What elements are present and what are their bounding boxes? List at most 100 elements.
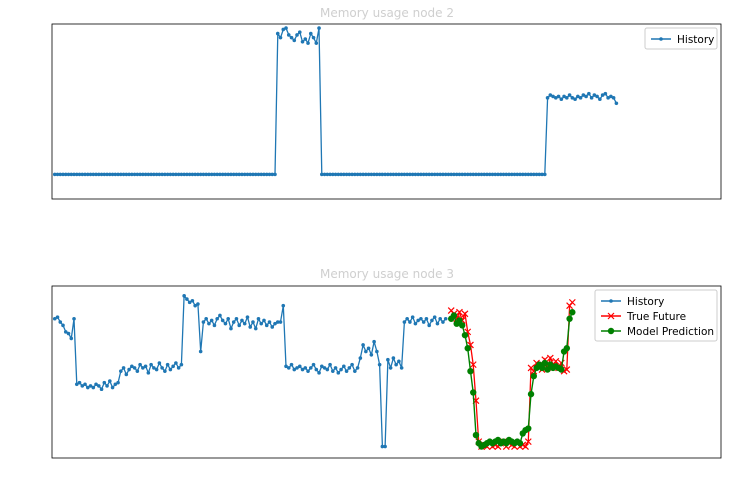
- data-point: [353, 369, 357, 373]
- chart-marks: [52, 26, 619, 177]
- data-point: [154, 367, 159, 372]
- data-point: [267, 320, 272, 324]
- data-point: [52, 316, 57, 321]
- data-point: [410, 315, 415, 319]
- data-point: [609, 94, 613, 99]
- data-point: [576, 94, 580, 99]
- data-point: [452, 172, 456, 177]
- data-point: [165, 362, 170, 367]
- data-point: [308, 31, 313, 36]
- data-point: [607, 312, 615, 320]
- data-point: [99, 172, 104, 177]
- data-point: [146, 172, 151, 177]
- data-point: [245, 315, 250, 319]
- data-point: [174, 361, 178, 365]
- data-point: [190, 172, 195, 177]
- data-point: [438, 316, 442, 321]
- data-point: [394, 362, 398, 367]
- data-point: [522, 443, 529, 450]
- data-point: [264, 323, 269, 328]
- data-point: [459, 322, 466, 329]
- data-point: [94, 172, 98, 177]
- data-point: [270, 325, 275, 329]
- data-point: [377, 172, 382, 177]
- data-point: [600, 93, 605, 97]
- legend-item: History: [601, 296, 664, 308]
- data-point: [471, 172, 476, 177]
- data-point-stroke: [568, 298, 576, 306]
- data-point: [413, 321, 418, 326]
- data-point: [231, 320, 236, 324]
- data-point: [193, 303, 197, 308]
- data-point: [552, 357, 560, 365]
- data-point-stroke: [469, 361, 477, 369]
- data-point: [190, 298, 195, 303]
- data-point: [614, 101, 619, 106]
- data-point: [187, 300, 192, 305]
- data-point: [256, 316, 261, 321]
- data-point: [157, 172, 162, 177]
- data-point: [85, 385, 90, 390]
- data-point: [212, 323, 217, 328]
- data-point: [317, 26, 321, 30]
- data-point: [63, 330, 68, 334]
- data-point: [450, 312, 458, 319]
- data-point: [336, 371, 341, 375]
- data-point: [174, 172, 178, 177]
- data-point: [430, 172, 434, 177]
- data-point: [63, 172, 68, 177]
- data-point: [176, 366, 181, 370]
- data-point: [421, 320, 426, 324]
- data-point: [388, 172, 393, 177]
- data-point: [419, 316, 423, 321]
- data-point: [587, 91, 591, 96]
- data-point: [80, 384, 85, 388]
- data-point: [443, 172, 448, 177]
- data-point: [432, 172, 437, 177]
- data-point: [306, 369, 310, 373]
- data-point: [215, 316, 219, 321]
- data-point: [149, 172, 153, 177]
- data-point: [355, 366, 360, 370]
- data-point: [410, 172, 415, 177]
- data-point: [320, 172, 324, 177]
- data-point-stroke: [447, 307, 455, 314]
- data-point: [240, 172, 244, 177]
- data-point: [207, 172, 211, 177]
- data-point: [377, 362, 382, 367]
- data-point: [435, 321, 440, 326]
- data-point: [523, 172, 528, 177]
- data-point-stroke: [456, 308, 463, 316]
- data-point: [342, 364, 346, 369]
- data-point: [454, 172, 459, 177]
- data-point: [105, 172, 109, 177]
- data-point: [185, 297, 189, 301]
- data-point: [496, 172, 500, 177]
- data-point: [558, 366, 565, 373]
- series-history: [52, 294, 448, 449]
- data-point: [168, 367, 173, 372]
- data-point: [551, 94, 555, 99]
- data-point: [405, 316, 409, 321]
- data-point: [204, 316, 208, 321]
- data-point: [314, 367, 319, 372]
- data-point: [541, 359, 549, 367]
- data-point: [289, 35, 294, 40]
- data-point: [245, 172, 250, 177]
- data-point: [424, 172, 429, 177]
- data-point: [229, 172, 233, 177]
- data-point: [485, 172, 489, 177]
- data-point: [306, 41, 310, 45]
- data-point: [311, 35, 316, 40]
- data-point: [218, 172, 222, 177]
- data-point: [405, 172, 409, 177]
- data-point: [182, 172, 186, 177]
- data-point: [278, 320, 283, 324]
- series-line: [54, 294, 447, 448]
- data-point-stroke: [519, 441, 527, 449]
- data-point: [545, 96, 550, 100]
- data-point: [361, 172, 365, 177]
- data-point: [603, 91, 608, 96]
- data-point: [518, 172, 522, 177]
- data-point: [361, 343, 365, 347]
